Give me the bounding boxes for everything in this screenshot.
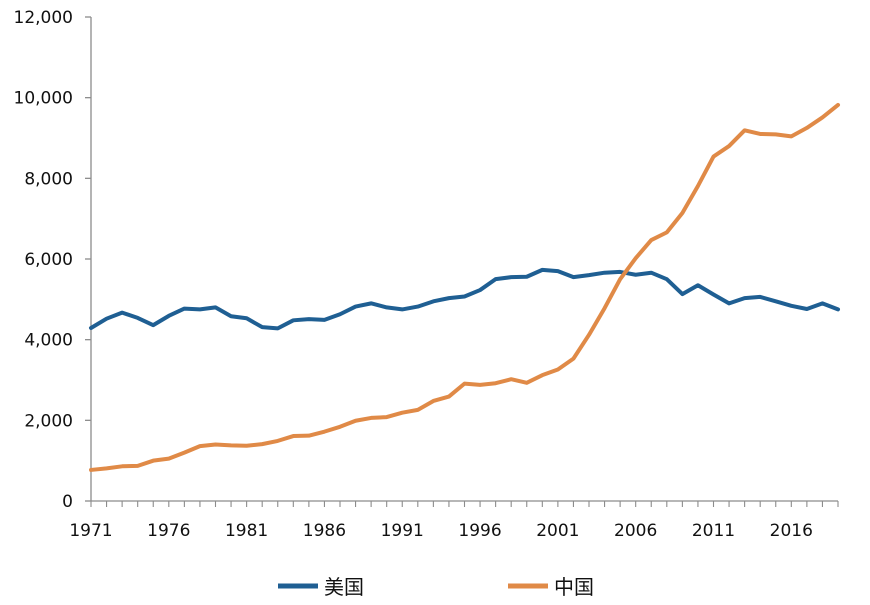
x-tick-label: 2016 <box>770 521 813 541</box>
x-tick-label: 2006 <box>614 521 657 541</box>
y-axis: 0 2,000 4,000 6,000 8,000 10,000 12,000 <box>14 8 92 512</box>
y-tick-label: 4,000 <box>24 331 73 351</box>
x-axis: 1971 1976 1981 1986 1991 1996 2001 2006 2011 2016 <box>69 500 839 541</box>
x-tick-label: 2001 <box>536 521 579 541</box>
x-tick-label: 1996 <box>458 521 501 541</box>
series-lines <box>89 102 840 472</box>
x-tick-label: 1971 <box>69 521 112 541</box>
y-tick-label: 0 <box>62 492 73 512</box>
y-tick-label: 10,000 <box>14 89 73 109</box>
series-line-2 <box>89 102 840 472</box>
legend: 美国 中国 <box>278 575 594 599</box>
x-tick-label: 1991 <box>381 521 424 541</box>
legend-label-1: 美国 <box>324 575 364 599</box>
y-tick-label: 6,000 <box>24 250 73 270</box>
x-tick-label: 1981 <box>225 521 268 541</box>
y-tick-label: 2,000 <box>24 411 73 431</box>
x-tick-label: 2011 <box>692 521 735 541</box>
x-tick-label: 1986 <box>303 521 346 541</box>
x-tick-label: 1976 <box>147 521 190 541</box>
y-tick-label: 8,000 <box>24 169 73 189</box>
y-tick-label: 12,000 <box>14 8 73 28</box>
legend-label-2: 中国 <box>554 575 594 599</box>
series-line-1 <box>89 267 840 331</box>
